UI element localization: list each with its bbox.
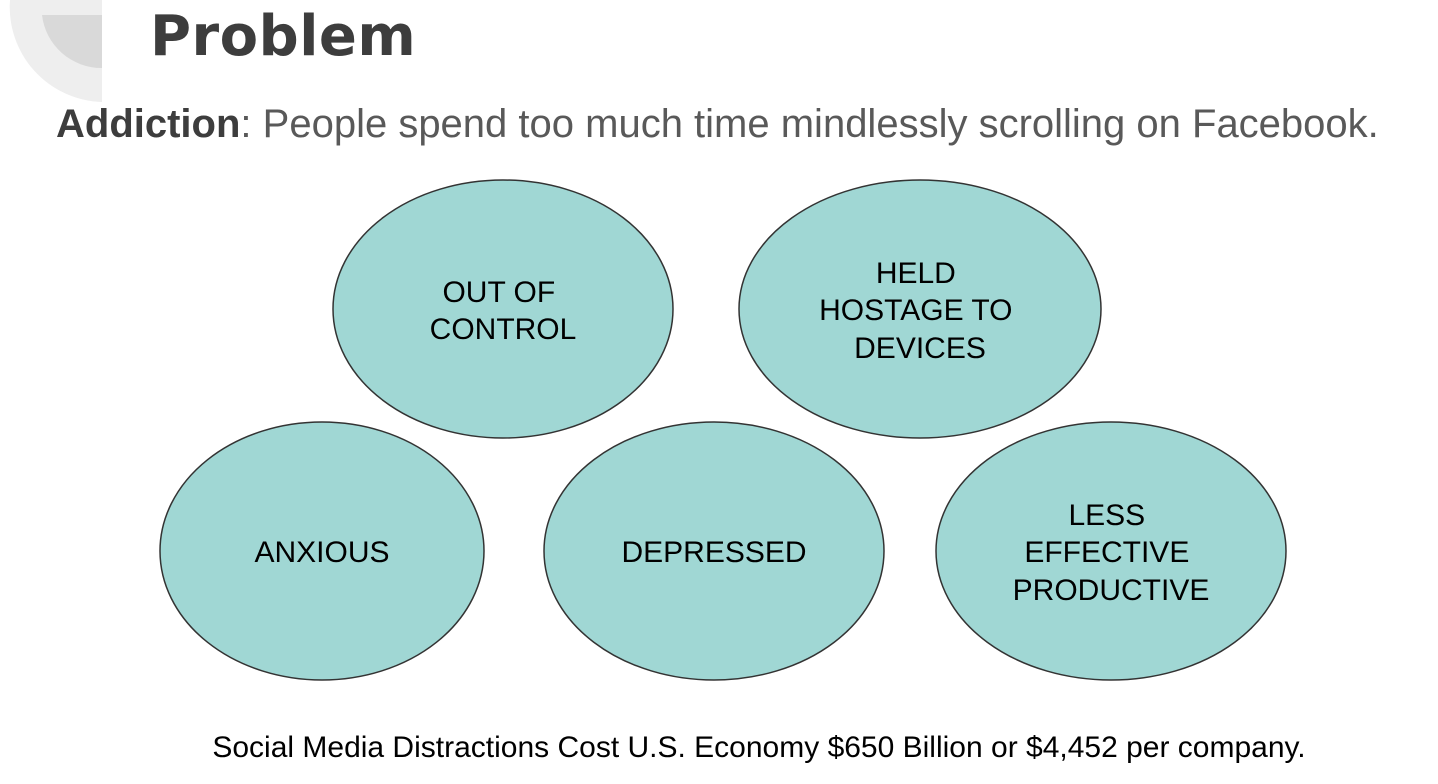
node-held-hostage-label: HELD HOSTAGE TO DEVICES	[819, 257, 1021, 365]
node-less-effective-ellipse	[935, 421, 1287, 681]
node-out-of-control-line-2: CONTROL	[430, 313, 577, 346]
problem-statement: Addiction: People spend too much time mi…	[56, 100, 1436, 148]
node-held-hostage-ellipse	[738, 179, 1102, 439]
node-held-hostage-line-2: HOSTAGE TO	[819, 294, 1012, 327]
node-depressed-ellipse	[543, 421, 885, 681]
node-anxious: ANXIOUS	[159, 421, 485, 681]
node-depressed-line-1: DEPRESSED	[621, 536, 806, 569]
node-anxious-ellipse	[159, 421, 485, 681]
node-less-effective-line-1: LESS	[1068, 499, 1145, 532]
node-less-effective-line-2: EFFECTIVE	[1024, 536, 1189, 569]
node-out-of-control-label: OUT OF CONTROL	[430, 276, 577, 346]
corner-decoration	[9, 0, 102, 102]
slide-title: Problem	[150, 4, 417, 69]
cost-statement: Social Media Distractions Cost U.S. Econ…	[212, 731, 1306, 764]
node-held-hostage-line-1: HELD	[876, 257, 956, 290]
problem-term: Addiction	[56, 102, 241, 146]
node-out-of-control-line-1: OUT OF	[442, 276, 555, 309]
node-out-of-control: OUT OF CONTROL	[332, 179, 674, 439]
node-less-effective-line-3: PRODUCTIVE	[1013, 574, 1210, 607]
node-out-of-control-ellipse	[332, 179, 674, 439]
corner-arc-inner	[42, 15, 102, 69]
node-depressed-label: DEPRESSED	[621, 536, 806, 569]
node-less-effective-label: LESS EFFECTIVE PRODUCTIVE	[1013, 499, 1210, 607]
node-held-hostage-line-3: DEVICES	[854, 332, 986, 365]
node-anxious-label: ANXIOUS	[254, 536, 389, 569]
node-depressed: DEPRESSED	[543, 421, 885, 681]
node-held-hostage: HELD HOSTAGE TO DEVICES	[738, 179, 1102, 439]
problem-description: : People spend too much time mindlessly …	[240, 102, 1379, 146]
node-less-effective: LESS EFFECTIVE PRODUCTIVE	[935, 421, 1287, 681]
node-anxious-line-1: ANXIOUS	[254, 536, 389, 569]
